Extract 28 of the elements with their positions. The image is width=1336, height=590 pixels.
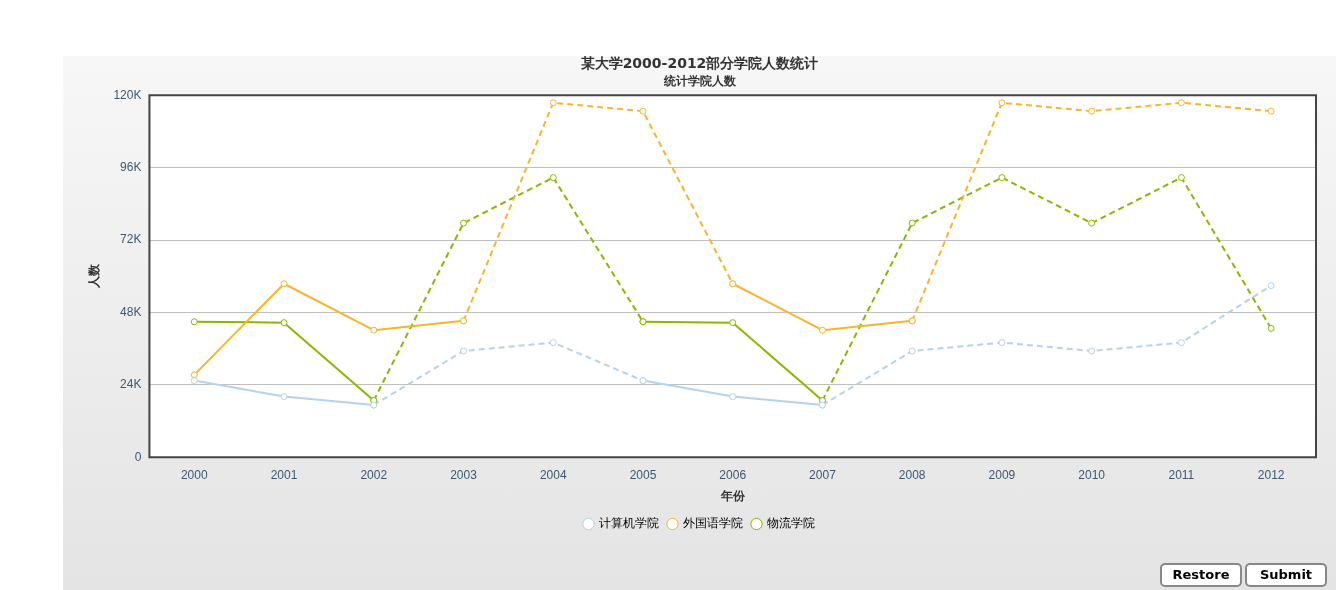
x-tick-label: 2012 xyxy=(1257,467,1285,482)
chart-title: 某大学2000-2012部分学院人数统计 xyxy=(579,55,819,72)
restore-button: Restore xyxy=(1160,563,1242,587)
submit-button: Submit xyxy=(1245,563,1327,587)
y-tick-label: 48K xyxy=(120,304,142,319)
x-tick-label: 2006 xyxy=(719,467,747,482)
legend-label: 计算机学院 xyxy=(598,516,659,531)
x-tick-label: 2002 xyxy=(360,467,388,482)
legend-label: 物流学院 xyxy=(766,516,815,531)
x-tick-label: 2000 xyxy=(180,467,208,482)
x-tick-label: 2011 xyxy=(1168,467,1195,482)
x-tick-label: 2001 xyxy=(270,467,298,482)
chart-subtitle: 统计学院人数 xyxy=(662,74,737,89)
x-tick-label: 2008 xyxy=(898,467,926,482)
x-tick-label: 2010 xyxy=(1078,467,1106,482)
y-tick-label: 120K xyxy=(113,87,142,102)
y-tick-label: 24K xyxy=(120,377,142,392)
x-tick-label: 2009 xyxy=(988,467,1016,482)
y-axis-title: 人数 xyxy=(86,263,101,290)
y-tick-label: 72K xyxy=(120,232,142,247)
x-tick-label: 2007 xyxy=(809,467,837,482)
y-tick-label: 0 xyxy=(134,449,142,464)
y-tick-label: 96K xyxy=(120,159,142,174)
x-tick-label: 2004 xyxy=(539,467,567,482)
x-axis-title: 年份 xyxy=(719,489,746,504)
legend-label: 外国语学院 xyxy=(682,516,743,531)
x-tick-label: 2005 xyxy=(629,467,657,482)
x-tick-label: 2003 xyxy=(450,467,478,482)
